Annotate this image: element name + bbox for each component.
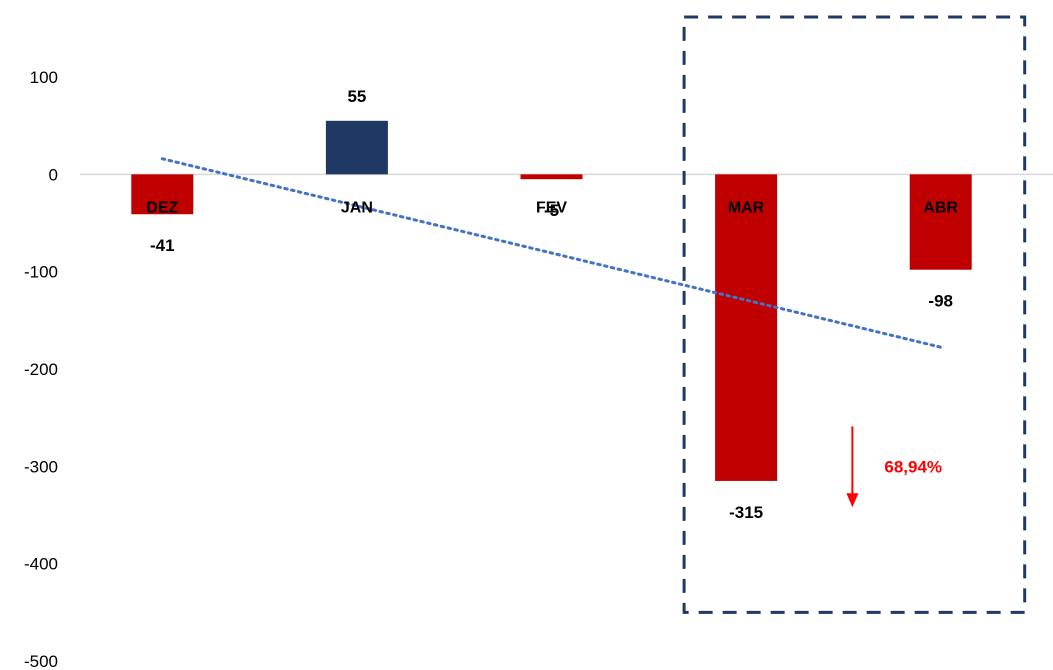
y-axis-ticks: 100 0 -100 -200 -300 -400 -500 [24,68,58,670]
value-labels: -41 55 -5 -315 -98 [150,87,953,522]
y-tick-label: 0 [49,165,58,184]
y-tick-label: -200 [24,360,58,379]
bars [131,120,972,481]
bar [520,174,583,180]
y-tick-label: -300 [24,457,58,476]
data-label: -41 [150,236,175,255]
data-label: -5 [544,201,559,220]
highlight-box [682,15,1027,614]
bar [909,174,972,270]
category-label: FEV [536,199,567,216]
data-label: 55 [347,87,366,106]
category-label: DEZ [146,199,178,216]
bar [325,120,388,175]
percent-change-label: 68,94% [884,457,942,476]
y-tick-label: -400 [24,555,58,574]
category-labels: DEZ JAN FEV MAR ABR [146,199,958,216]
y-tick-label: -500 [24,652,58,670]
data-label: -98 [928,292,953,311]
bar [715,174,778,481]
category-label: MAR [728,199,765,216]
y-tick-label: -100 [24,263,58,282]
arrow-down-icon [846,426,859,508]
category-label: JAN [341,199,373,216]
bar [131,174,194,215]
y-tick-label: 100 [30,68,58,87]
trendline [160,157,943,349]
category-label: ABR [923,199,958,216]
data-label: -315 [729,503,763,522]
